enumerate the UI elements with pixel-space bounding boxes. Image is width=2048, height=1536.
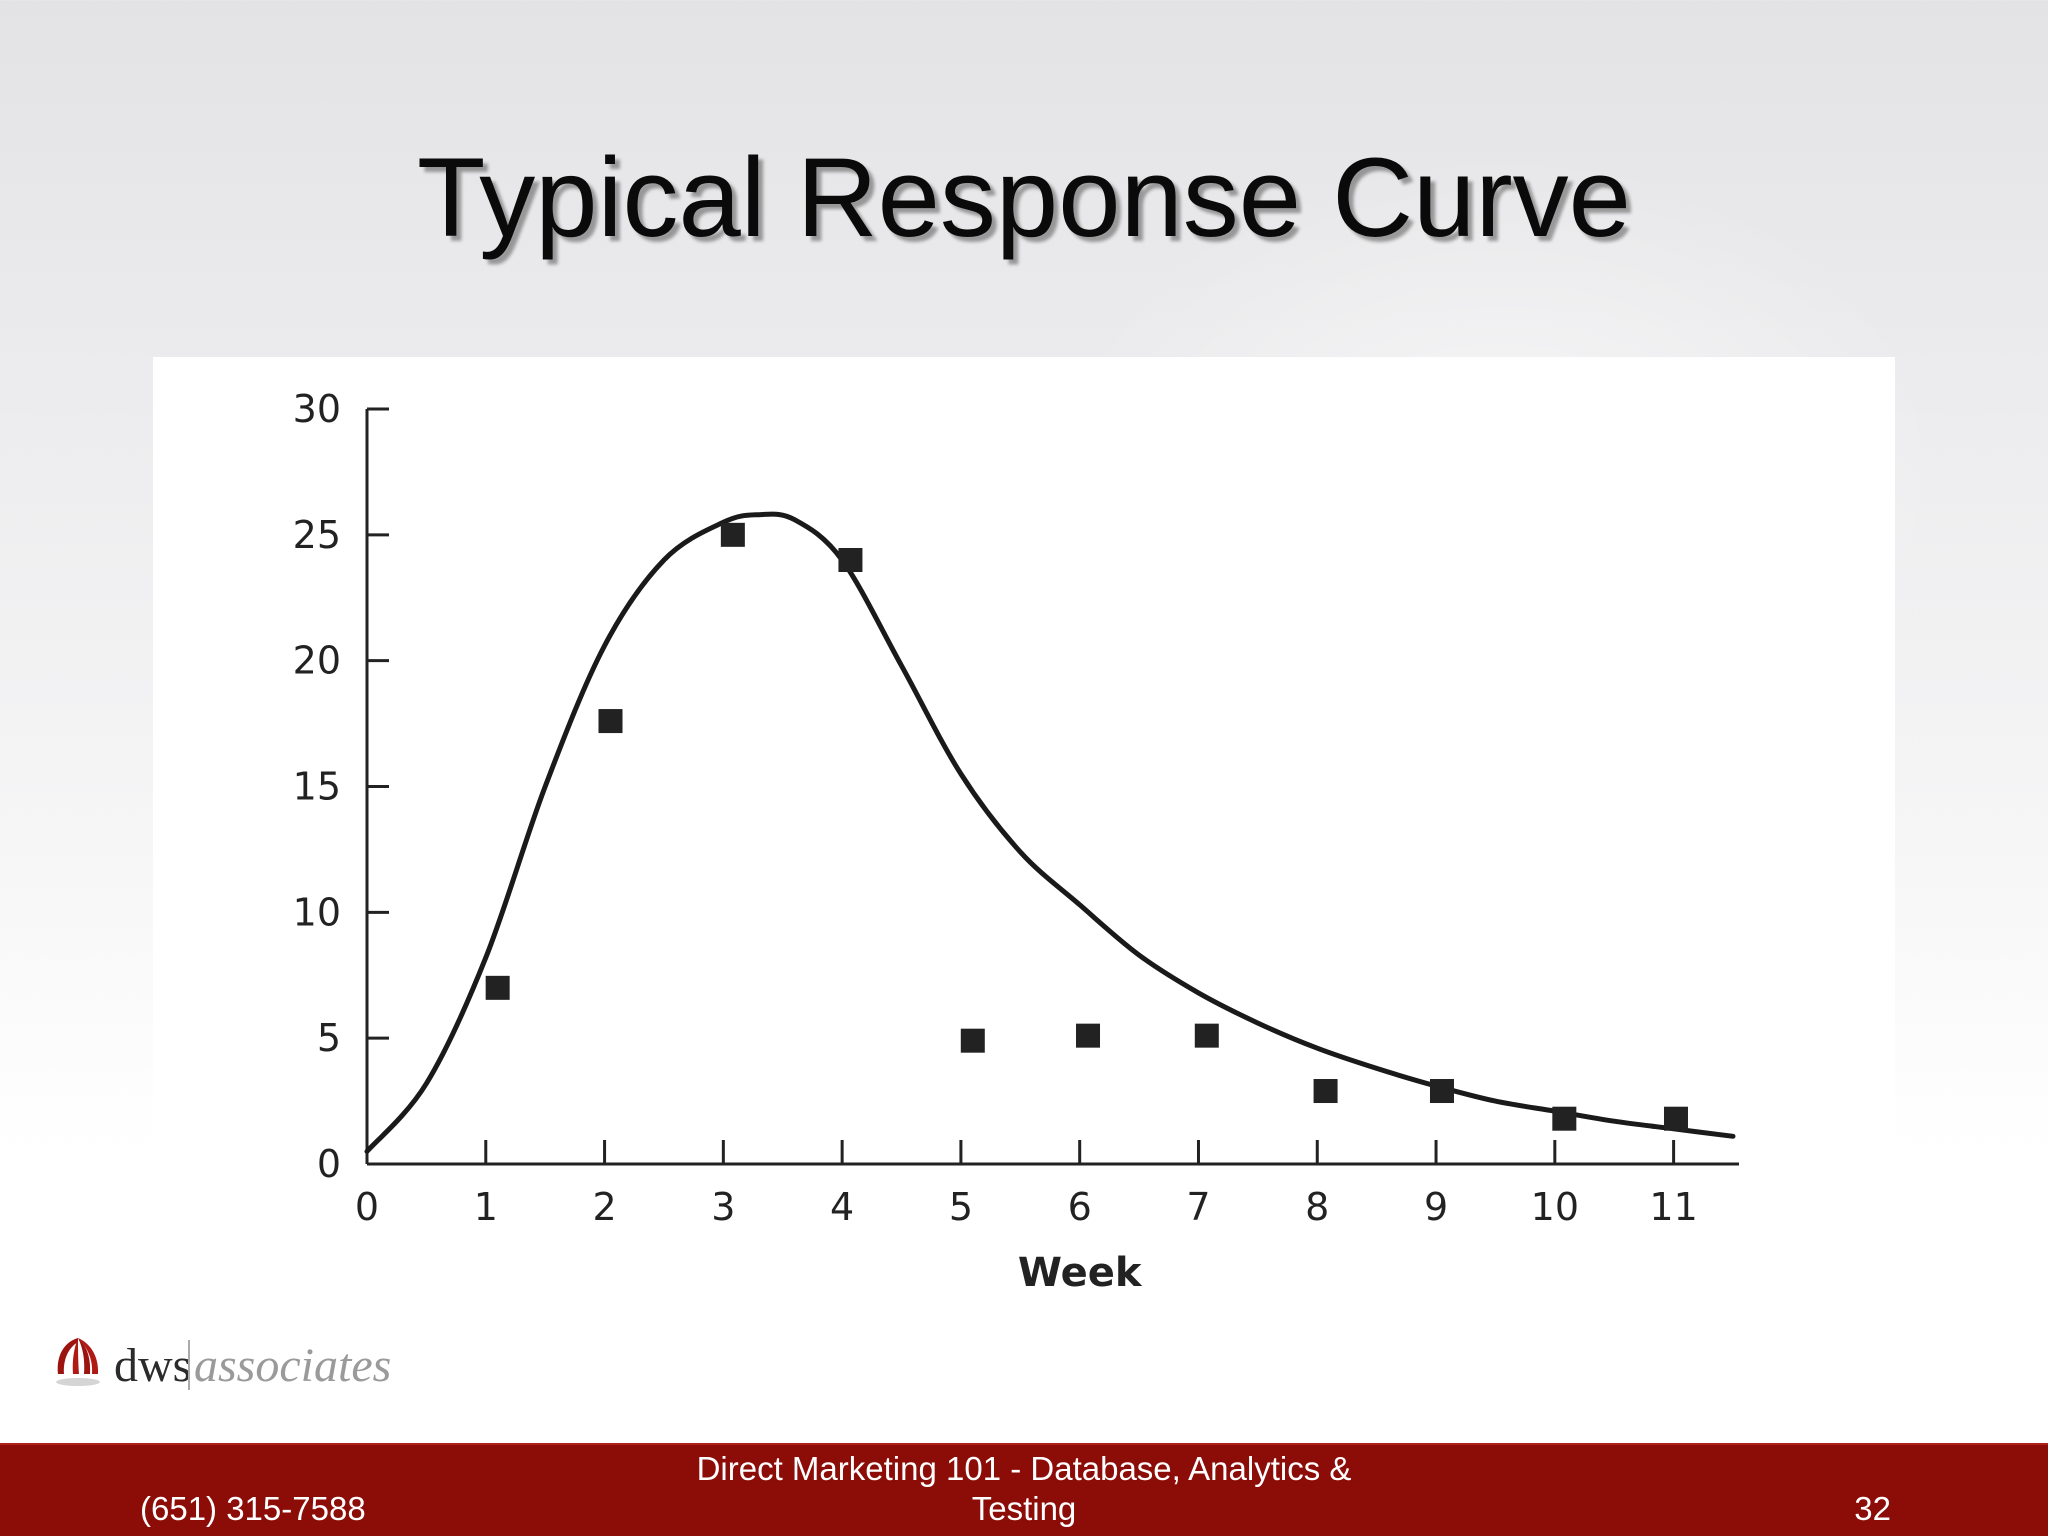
x-tick-label: 7 xyxy=(1186,1185,1210,1229)
footer-course-title: Direct Marketing 101 - Database, Analyti… xyxy=(574,1449,1474,1529)
logo-mark-icon xyxy=(56,1338,100,1386)
x-tick-label: 3 xyxy=(711,1185,735,1229)
x-tick-label: 5 xyxy=(949,1185,973,1229)
x-tick-label: 6 xyxy=(1068,1185,1092,1229)
footer-bar: (651) 315-7588 Direct Marketing 101 - Da… xyxy=(0,1443,2048,1536)
y-tick-label: 5 xyxy=(317,1016,341,1060)
footer-course-title-line1: Direct Marketing 101 - Database, Analyti… xyxy=(696,1450,1352,1487)
y-tick-label: 25 xyxy=(293,513,341,557)
page-number: 32 xyxy=(1854,1490,1891,1527)
x-tick-label: 10 xyxy=(1531,1185,1579,1229)
slide-title: Typical Response Curve xyxy=(417,135,1631,260)
y-tick-label: 10 xyxy=(293,890,341,934)
logo-text-dws: dws xyxy=(114,1339,192,1392)
x-tick-label: 8 xyxy=(1305,1185,1329,1229)
response-curve-line xyxy=(364,511,1736,1154)
footer-phone: (651) 315-7588 xyxy=(140,1490,366,1527)
x-tick-label: 2 xyxy=(592,1185,616,1229)
x-tick-label: 0 xyxy=(355,1185,379,1229)
data-point-marker xyxy=(960,1028,985,1053)
data-point-marker xyxy=(485,975,510,1000)
logo-separator xyxy=(188,1340,190,1390)
x-tick-label: 9 xyxy=(1424,1185,1448,1229)
x-axis-title: Week xyxy=(1018,1250,1143,1296)
company-logo: dws associates xyxy=(50,1330,410,1400)
logo-text-associates: associates xyxy=(194,1339,392,1392)
x-tick-label: 4 xyxy=(830,1185,854,1229)
x-tick-label: 11 xyxy=(1649,1185,1697,1229)
y-tick-label: 0 xyxy=(317,1142,341,1186)
data-point-marker xyxy=(1429,1079,1454,1104)
data-point-marker xyxy=(838,548,863,572)
data-point-marker xyxy=(1552,1106,1577,1131)
data-point-marker xyxy=(1076,1023,1101,1048)
data-point-marker xyxy=(1663,1106,1688,1131)
footer-course-title-line2: Testing xyxy=(971,1490,1077,1527)
data-point-marker xyxy=(720,522,745,547)
x-tick-label: 1 xyxy=(474,1185,498,1229)
data-point-marker xyxy=(1194,1023,1219,1048)
chart-panel: 0 5 10 15 20 25 30 0 1 2 3 4 5 6 7 8 9 10 11 Week xyxy=(153,357,1895,1357)
data-point-marker xyxy=(1313,1079,1338,1104)
y-tick-label: 30 xyxy=(293,387,341,431)
y-tick-label: 15 xyxy=(293,765,341,809)
data-point-marker xyxy=(598,709,623,734)
response-curve-chart: 0 5 10 15 20 25 30 0 1 2 3 4 5 6 7 8 9 10 11 Week xyxy=(293,387,1739,1296)
y-tick-label: 20 xyxy=(293,639,341,683)
